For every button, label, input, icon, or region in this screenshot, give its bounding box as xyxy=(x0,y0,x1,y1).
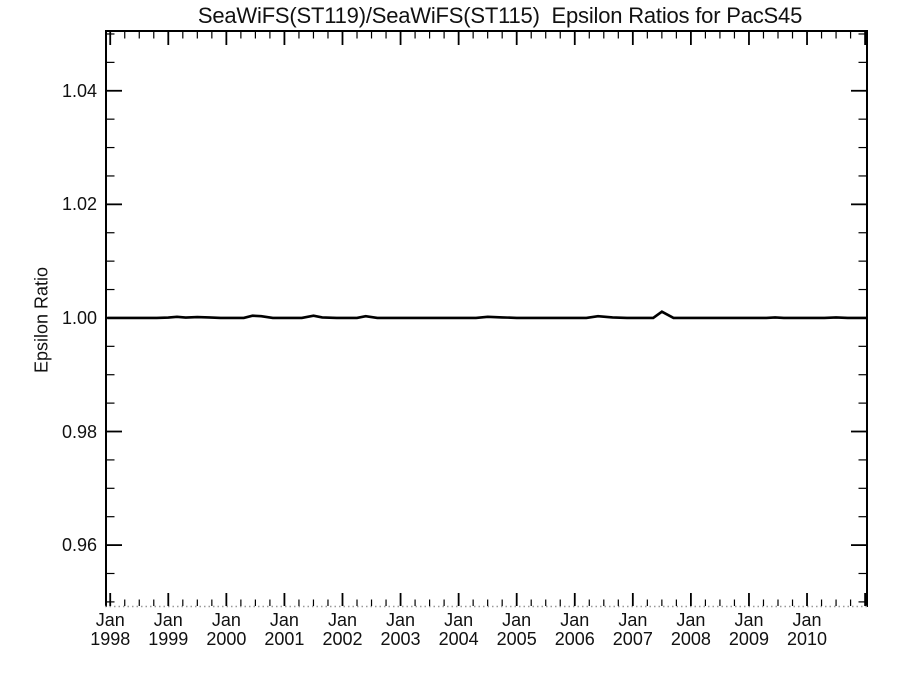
x-tick-month: Jan xyxy=(386,610,416,630)
x-tick-year: 2000 xyxy=(206,629,247,649)
x-tick-label: Jan 2000 xyxy=(194,611,258,649)
x-tick-month: Jan xyxy=(153,610,183,630)
x-tick-label: Jan 2005 xyxy=(485,611,549,649)
x-tick-year: 2007 xyxy=(612,629,653,649)
x-tick-month: Jan xyxy=(792,610,822,630)
plot-title: SeaWiFS(ST119)/SeaWiFS(ST115) Epsilon Ra… xyxy=(197,3,803,28)
x-tick-label: Jan 2006 xyxy=(543,611,607,649)
y-tick-label: 1.04 xyxy=(61,80,97,101)
x-tick-month: Jan xyxy=(269,610,299,630)
x-tick-label: Jan 2003 xyxy=(369,611,433,649)
x-tick-label: Jan 2002 xyxy=(310,611,374,649)
x-tick-year: 1999 xyxy=(148,629,189,649)
x-tick-month: Jan xyxy=(327,610,357,630)
x-tick-month: Jan xyxy=(444,610,474,630)
series-epsilon_ratio xyxy=(107,310,868,320)
x-tick-year: 2004 xyxy=(438,629,479,649)
x-tick-year: 2003 xyxy=(380,629,421,649)
x-tick-month: Jan xyxy=(560,610,590,630)
y-tick-label: 1.00 xyxy=(61,307,97,328)
x-tick-label: Jan 1998 xyxy=(78,611,142,649)
y-tick-label: 0.96 xyxy=(61,535,97,556)
x-tick-month: Jan xyxy=(734,610,764,630)
x-tick-year: 2006 xyxy=(554,629,595,649)
x-tick-label: Jan 2010 xyxy=(775,611,839,649)
x-tick-label: Jan 2004 xyxy=(427,611,491,649)
x-tick-label: Jan 2008 xyxy=(659,611,723,649)
x-tick-label: Jan 1999 xyxy=(136,611,200,649)
x-tick-month: Jan xyxy=(95,610,125,630)
x-tick-month: Jan xyxy=(676,610,706,630)
x-tick-year: 2002 xyxy=(322,629,363,649)
y-tick-label: 1.02 xyxy=(61,194,97,215)
y-tick-label: 0.98 xyxy=(61,421,97,442)
x-tick-year: 2010 xyxy=(786,629,828,649)
x-tick-year: 2001 xyxy=(264,629,305,649)
x-tick-year: 2009 xyxy=(728,629,769,649)
x-tick-label: Jan 2001 xyxy=(252,611,316,649)
x-tick-month: Jan xyxy=(502,610,532,630)
x-tick-month: Jan xyxy=(211,610,241,630)
x-tick-year: 2005 xyxy=(496,629,537,649)
x-tick-label: Jan 2009 xyxy=(717,611,781,649)
x-tick-month: Jan xyxy=(618,610,648,630)
x-tick-year: 1998 xyxy=(90,629,131,649)
x-tick-year: 2008 xyxy=(670,629,711,649)
x-tick-label: Jan 2007 xyxy=(601,611,665,649)
